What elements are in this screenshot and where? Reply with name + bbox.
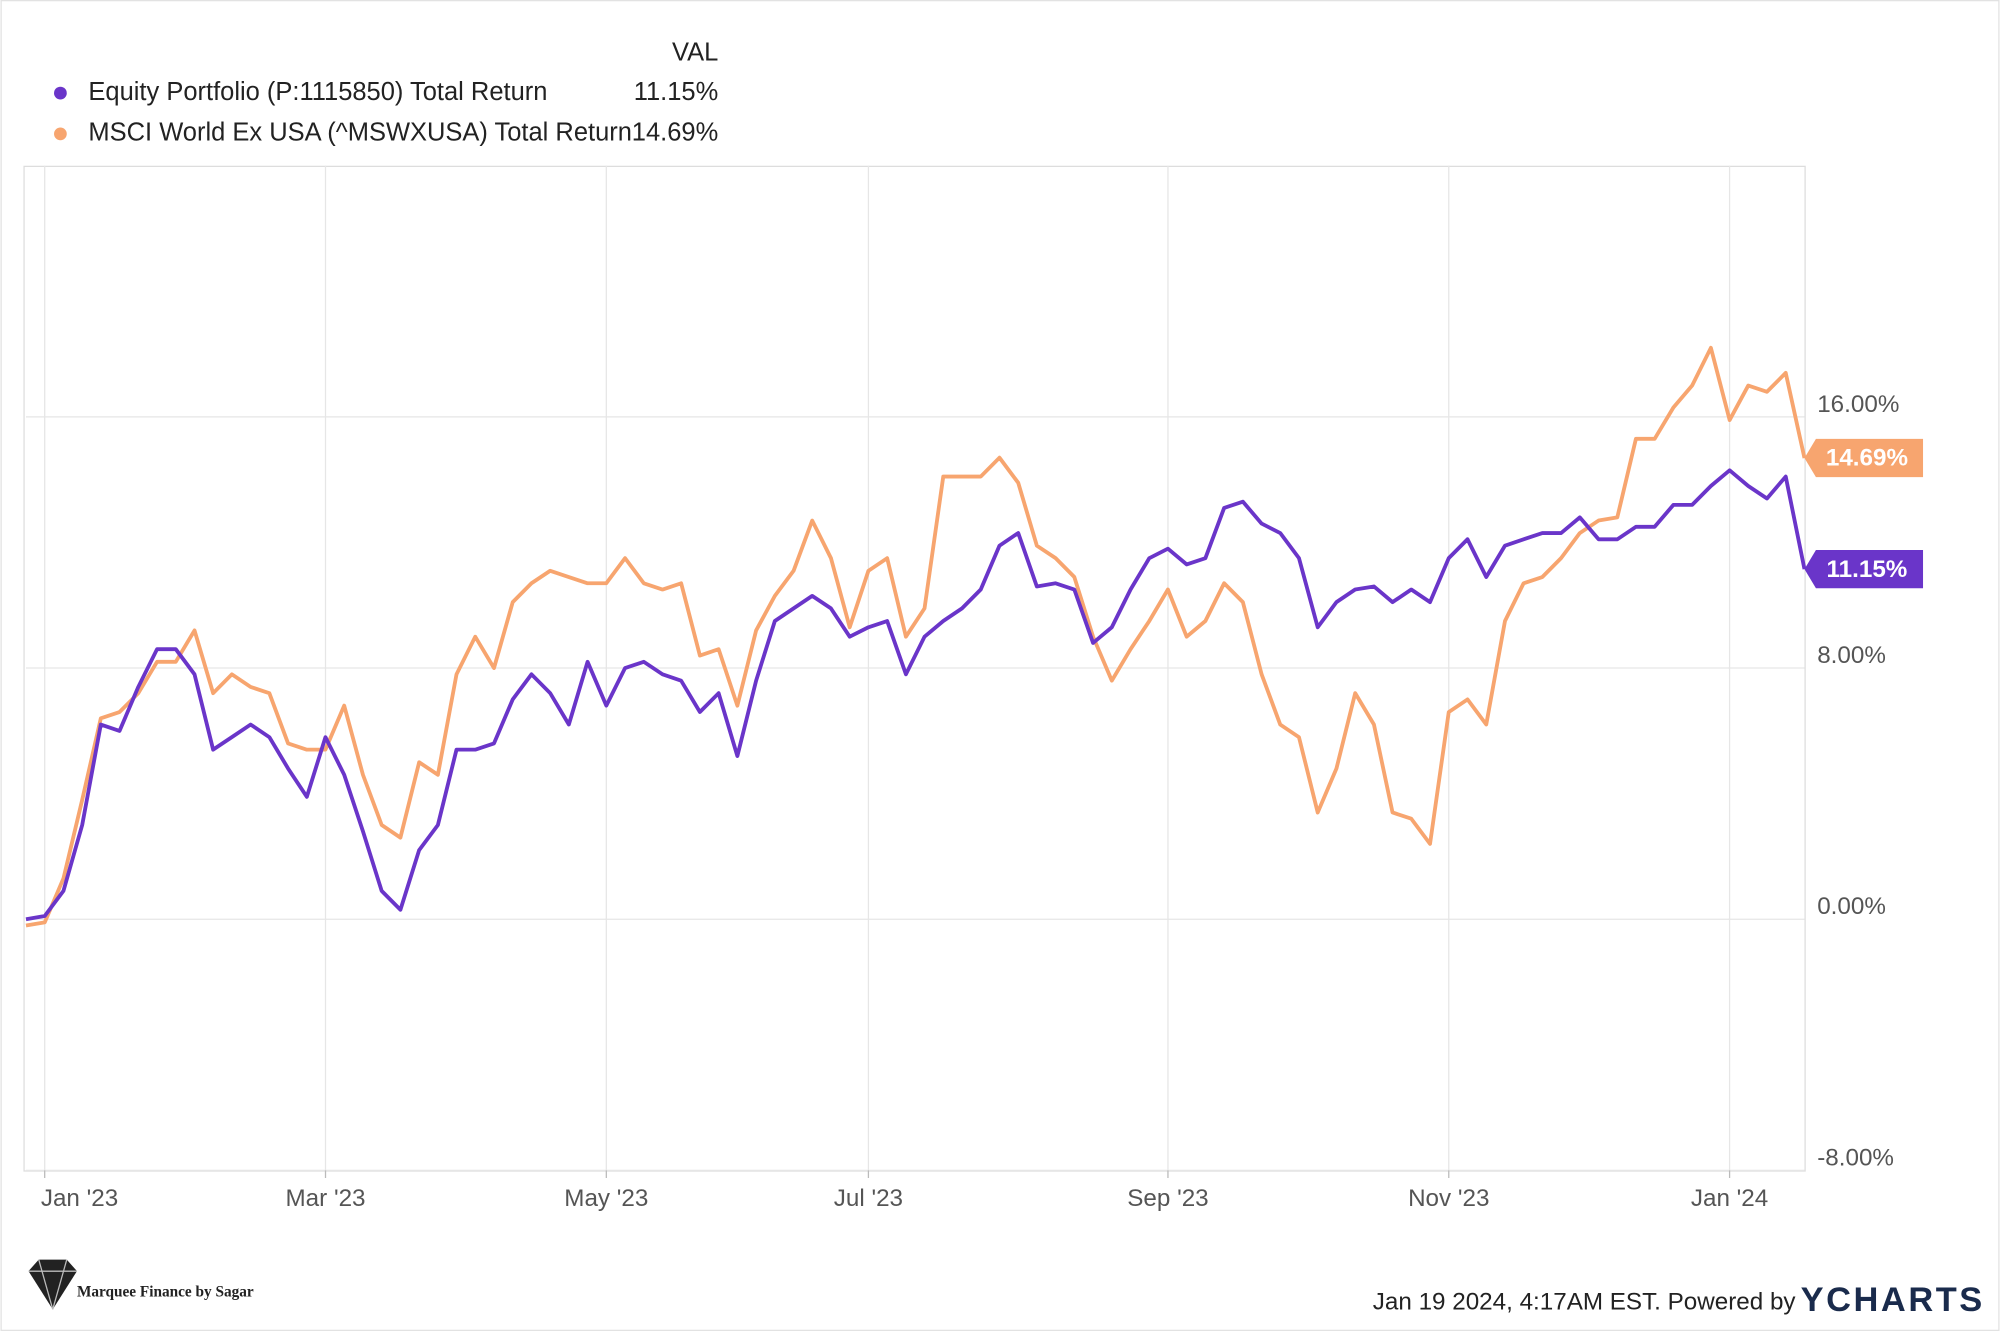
x-tick-label: Sep '23 — [1127, 1185, 1208, 1212]
y-tick-label: 16.00% — [1817, 391, 1899, 418]
y-tick-label: -8.00% — [1817, 1144, 1894, 1171]
y-tick-label: 8.00% — [1817, 642, 1886, 669]
x-tick-label: Jan '23 — [41, 1185, 118, 1212]
watermark: Marquee Finance by Sagar — [77, 1283, 254, 1300]
end-tag-label: 14.69% — [1826, 445, 1908, 472]
end-tag — [1804, 438, 1924, 478]
legend-label: Equity Portfolio (P:1115850) Total Retur… — [88, 78, 547, 106]
legend-value: 11.15% — [634, 78, 719, 106]
x-tick-label: Jul '23 — [834, 1185, 903, 1212]
legend-label: MSCI World Ex USA (^MSWXUSA) Total Retur… — [88, 119, 631, 147]
series-line — [25, 468, 1807, 922]
end-tag — [1804, 550, 1924, 589]
legend-swatch — [54, 127, 67, 141]
footer: Jan 19 2024, 4:17AM EST. Powered by — [1373, 1288, 1797, 1315]
x-tick-label: Nov '23 — [1408, 1185, 1489, 1212]
legend-value: 14.69% — [632, 119, 718, 147]
watermark-logo — [28, 1259, 77, 1310]
legend-swatch — [54, 86, 67, 100]
end-tag-label: 11.15% — [1827, 556, 1908, 583]
x-tick-label: Mar '23 — [286, 1185, 366, 1212]
x-tick-label: May '23 — [564, 1185, 648, 1212]
legend-header: VAL — [672, 38, 718, 66]
x-tick-label: Jan '24 — [1691, 1185, 1768, 1212]
brand: YCHARTS — [1801, 1281, 1985, 1319]
y-tick-label: 0.00% — [1817, 893, 1886, 920]
